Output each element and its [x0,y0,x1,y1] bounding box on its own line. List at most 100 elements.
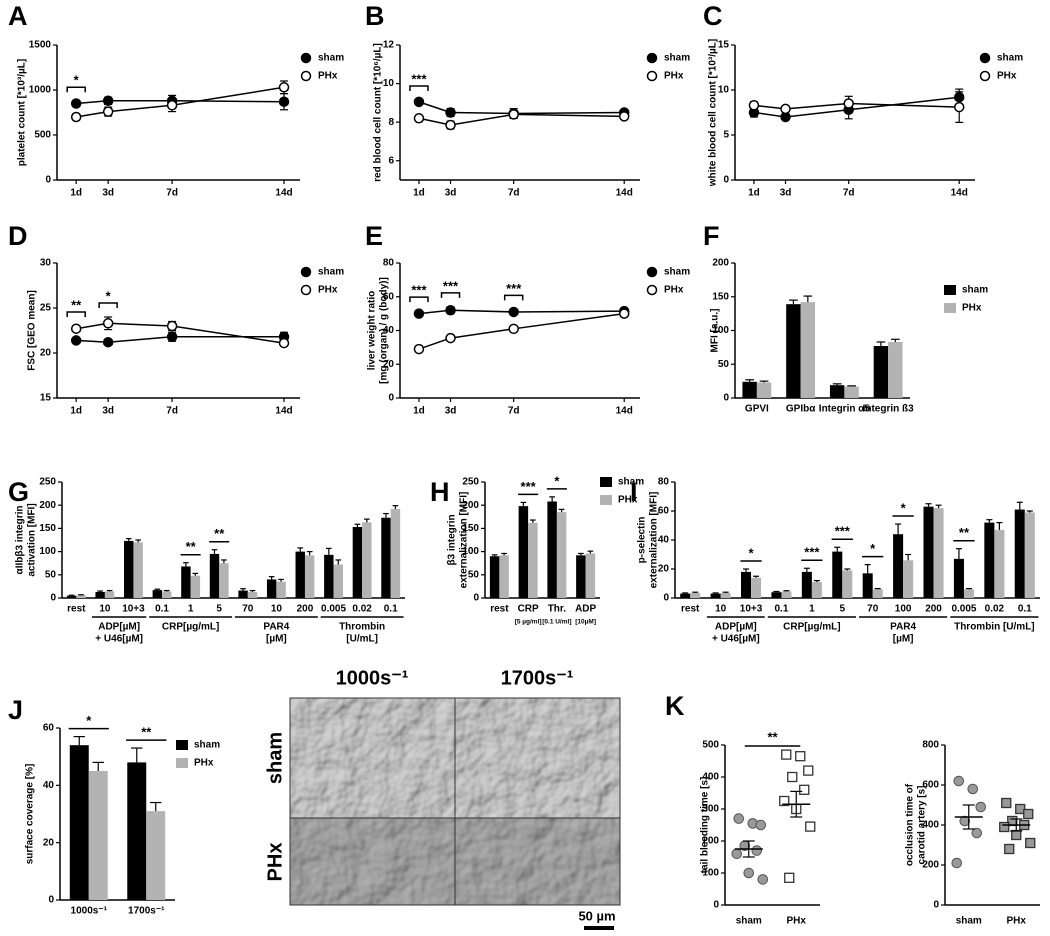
data-point [102,336,114,348]
y-axis-label: carotid artery [s] [917,786,928,865]
data-point [70,323,82,334]
y-tick-label: 500 [702,740,719,751]
y-tick-label: 100 [462,546,479,557]
legend-marker [646,52,658,64]
y-tick-label: 0 [723,393,729,404]
bar [124,540,134,598]
bar [489,556,500,598]
panel-letter: H [430,477,450,507]
y-tick-label: 0 [388,393,394,404]
x-tick-label: 0.005 [321,604,346,615]
y-tick-label: 200 [39,500,56,511]
y-tick-label: 60 [383,291,395,302]
x-tick-sublabel: [5 µg/ml] [515,619,542,626]
group-label: [U/mL] [346,634,378,645]
data-point [784,872,795,883]
data-point [779,795,790,807]
y-tick-label: 0 [723,175,729,186]
data-point [803,765,814,776]
legend-label: sham [318,267,344,278]
y-tick-label: 40 [43,780,55,791]
bar [352,527,363,598]
y-tick-label: 1500 [29,40,52,51]
panel-letter: D [8,221,28,251]
data-point [755,819,767,831]
x-tick-label: 10+3 [122,604,145,615]
x-tick-sublabel: [10µM] [575,619,596,626]
group-label: CRP[µg/mL] [783,622,840,633]
x-tick-label: 7d [843,188,855,199]
bar [333,564,343,598]
x-tick-label: 14d [275,188,292,199]
significance-label: ** [141,725,152,740]
legend-label: sham [664,267,690,278]
bar [181,566,191,598]
bar [690,592,701,598]
micrograph [455,698,620,818]
data-point [102,95,114,107]
x-tick-label: 14d [275,406,292,417]
significance-label: * [74,73,80,88]
bar [751,577,762,598]
x-tick-label: 0.1 [775,604,789,615]
bar [829,385,845,398]
group-label: PAR4 [890,622,916,633]
significance-label: * [554,473,560,488]
legend-label: PHx [997,71,1017,82]
y-tick-label: 50 [468,569,480,580]
y-tick-label: 5 [723,130,729,141]
y-tick-label: 80 [658,477,670,488]
x-tick-label: GPVI [745,404,769,415]
y-tick-label: 1000 [29,85,52,96]
x-tick-label: CRP [518,604,539,615]
bar [771,592,782,598]
bar [710,593,721,598]
column-header: 1000s⁻¹ [336,667,409,689]
x-tick-label: 14d [616,406,633,417]
x-tick-label: 7d [166,188,178,199]
panel-letter: I [630,477,638,507]
y-tick-label: 60 [43,723,55,734]
legend-label: PHx [664,285,684,296]
data-point [166,100,178,111]
y-axis-label: white blood cell count [*10³/µL] [708,39,719,187]
panel-letter: E [365,221,383,251]
x-tick-label: 1d [70,188,82,199]
bar [800,302,816,398]
significance-label: *** [411,71,427,86]
bar [152,590,163,598]
data-point [1025,837,1036,849]
legend-marker [300,70,312,82]
data-point [445,332,456,344]
x-tick-label: 10+3 [740,604,763,615]
legend-label: sham [194,740,220,751]
legend-label: PHx [318,285,338,296]
bar [209,553,220,598]
significance-label: ** [767,729,778,744]
bar [556,512,567,598]
y-axis-label: platelet count [*10³/µL] [17,59,28,166]
bar [127,762,147,900]
x-tick-label: 10 [715,604,727,615]
y-tick-label: 20 [43,837,55,848]
y-tick-label: 400 [702,772,719,783]
bar [381,517,391,598]
x-tick-label: 1d [748,188,760,199]
x-tick-label: 3d [445,406,457,417]
x-tick-label: 0.005 [951,604,976,615]
group-label: Thrombin [U/mL] [954,622,1035,633]
bar [146,811,166,900]
y-tick-label: 30 [40,258,52,269]
significance-label: *** [443,278,459,293]
x-tick-label: 3d [780,188,792,199]
y-tick-label: 0 [45,175,51,186]
data-point [731,848,743,860]
data-point [166,331,178,343]
y-axis-label: red blood cell count [*10⁶/µL] [373,43,384,182]
x-tick-label: sham [956,916,982,927]
x-tick-label: sham [736,916,762,927]
bar [781,591,792,598]
bar [66,595,77,598]
bar [1014,509,1025,598]
y-axis-label: FSC [GEO mean] [27,290,38,371]
